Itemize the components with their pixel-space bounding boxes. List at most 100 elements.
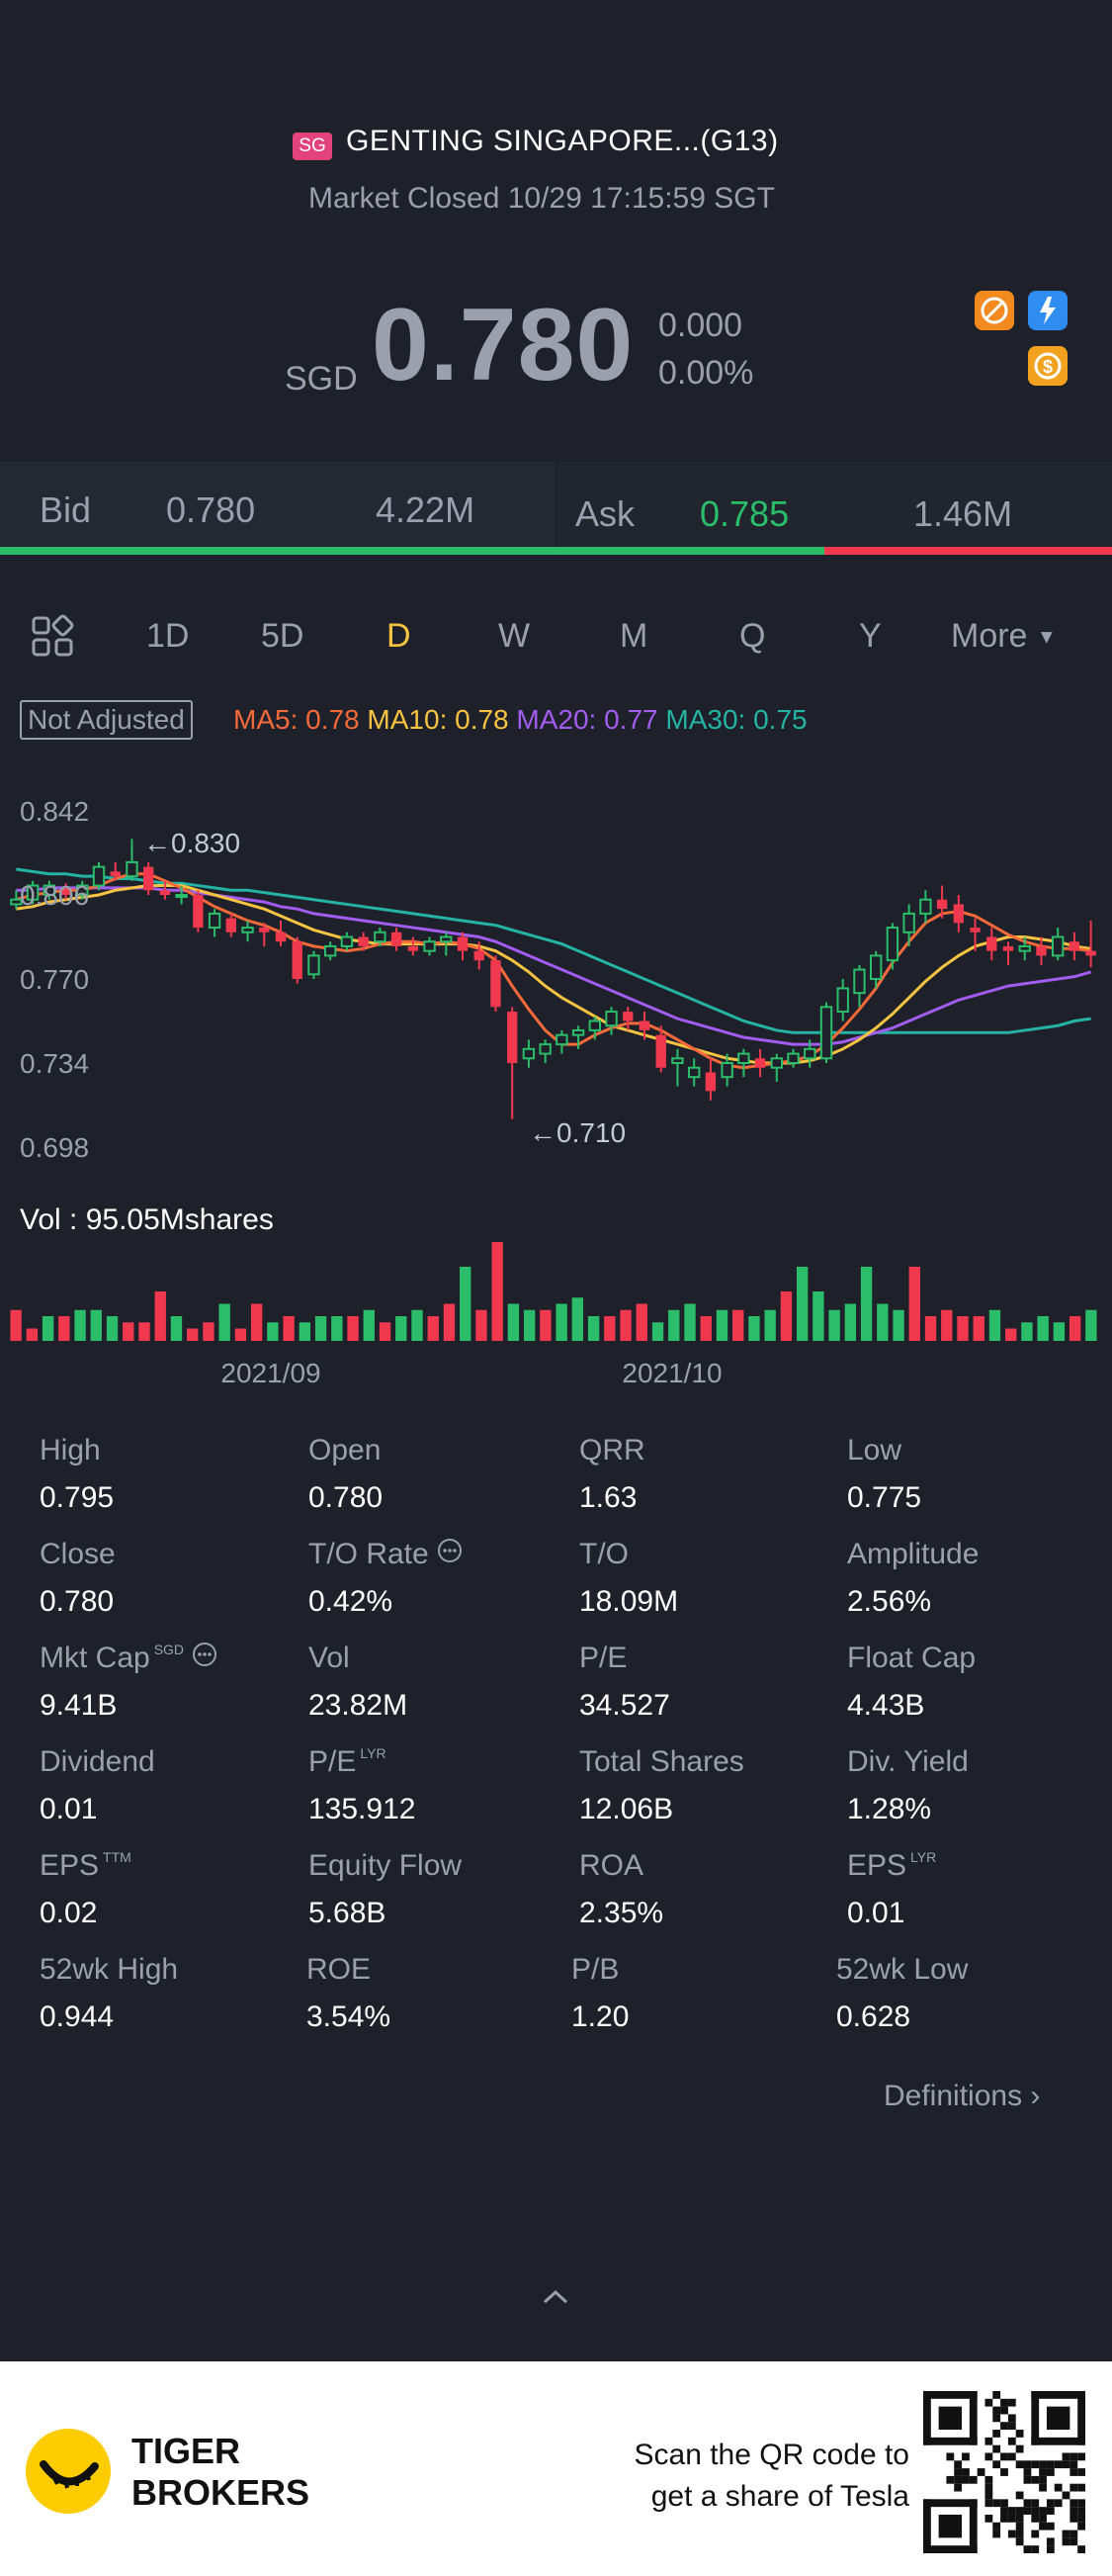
tab-5d[interactable]: 5D	[261, 617, 304, 655]
volume-bar	[700, 1316, 712, 1341]
stat-label: Total Shares	[579, 1745, 744, 1778]
volume-bar	[427, 1316, 439, 1341]
scan-line2: get a share of Tesla	[650, 2480, 909, 2513]
ma10-line	[16, 884, 1091, 1065]
volume-bar	[170, 1316, 183, 1341]
candle-body	[737, 1052, 750, 1064]
y-tick-label: 0.770	[20, 964, 89, 995]
stat-value: 0.01	[847, 1897, 905, 1929]
stat-value: 0.775	[847, 1481, 922, 1514]
candle-body	[490, 960, 501, 1008]
volume-bar	[828, 1309, 840, 1341]
tab-m[interactable]: M	[620, 617, 648, 655]
volume-bar	[267, 1322, 279, 1341]
stat-value: 1.20	[571, 2000, 630, 2033]
promo-banner[interactable]: TIGER BROKERS Scan the QR code to get a …	[0, 2361, 1112, 2576]
candle-body	[457, 936, 469, 951]
candle-body	[323, 944, 337, 957]
bid-size: 4.22M	[376, 489, 475, 530]
candle-body	[539, 1043, 552, 1055]
candle-body	[836, 987, 849, 1014]
candle-body	[275, 932, 287, 942]
volume-bar	[138, 1322, 150, 1341]
price-change-pct: 0.00%	[658, 354, 754, 392]
volume-bar	[941, 1309, 953, 1341]
ask-price: 0.785	[700, 493, 790, 534]
candle-body	[358, 936, 369, 946]
candle-body	[473, 950, 484, 961]
bid-ask-bar: Bid 0.780 4.22M Ask 0.785 1.46M	[0, 462, 1112, 551]
volume-bar	[571, 1297, 584, 1341]
candle-body	[175, 894, 188, 898]
volume-bar	[1085, 1309, 1097, 1341]
volume-bar	[764, 1309, 776, 1341]
volume-bar	[877, 1303, 889, 1341]
volume-bar	[540, 1309, 552, 1341]
layout-grid-icon[interactable]	[30, 613, 75, 664]
adjust-toggle[interactable]: Not Adjusted	[20, 700, 193, 740]
candle-body	[605, 1011, 618, 1027]
ma-legend: MA5: 0.78 MA10: 0.78 MA20: 0.77 MA30: 0.…	[233, 704, 808, 736]
tab-1d[interactable]: 1D	[146, 617, 190, 655]
volume-bar	[796, 1267, 809, 1341]
stat-label: 52wk High	[40, 1953, 179, 1986]
chevron-right-icon: ›	[1030, 2080, 1041, 2112]
volume-label: Vol : 95.05Mshares	[20, 1203, 274, 1236]
price-chart[interactable]: 0.842 0.806 0.770 0.734 0.698 2021/09 2021/10…	[0, 771, 1112, 1404]
qr-code-icon	[923, 2391, 1085, 2553]
candle-body	[340, 935, 354, 947]
stat-value: 0.944	[40, 2000, 115, 2033]
stock-title[interactable]: GENTING SINGAPORE...(G13)	[346, 125, 779, 157]
candle-body	[571, 1028, 585, 1036]
lightning-1-icon[interactable]	[1028, 291, 1068, 330]
definitions-label: Definitions	[884, 2080, 1023, 2112]
tab-q[interactable]: Q	[739, 617, 766, 655]
stats-grid: High 0.795 Open 0.780 QRR 1.63 Low 0.775 Close 0.…	[0, 1434, 1112, 2067]
candle-body	[853, 968, 866, 995]
candle-body	[374, 931, 386, 943]
stat-label: Low	[847, 1434, 902, 1466]
ma30-label: MA30: 0.75	[665, 704, 808, 735]
stat-value: 1.28%	[847, 1793, 932, 1825]
volume-bar	[203, 1322, 214, 1341]
stat-label: Amplitude	[847, 1538, 980, 1570]
volume-bar	[636, 1303, 647, 1341]
volume-bar	[668, 1309, 680, 1341]
ask-label: Ask	[575, 493, 636, 534]
volume-bar	[732, 1309, 744, 1341]
scan-line1: Scan the QR code to	[634, 2439, 910, 2471]
tab-y[interactable]: Y	[859, 617, 882, 655]
candle-body	[440, 935, 453, 943]
x-tick-label: 2021/09	[220, 1358, 320, 1388]
more-dropdown[interactable]: More ▼	[951, 617, 1057, 656]
definitions-link[interactable]: Definitions ›	[884, 2080, 1040, 2113]
svg-text:$: $	[1043, 357, 1053, 377]
stat-value: 0.42%	[308, 1585, 393, 1618]
stat-value: 4.43B	[847, 1689, 925, 1722]
volume-bar	[234, 1328, 247, 1341]
stat-value: 0.795	[40, 1481, 115, 1514]
volume-bar	[250, 1303, 263, 1341]
tab-w[interactable]: W	[498, 617, 531, 655]
dollar-icon[interactable]: $	[1028, 346, 1068, 386]
stat-label: Close	[40, 1538, 116, 1570]
candle-body	[390, 932, 402, 946]
stat-label: 52wk Low	[836, 1953, 969, 1986]
candle-body	[953, 904, 965, 924]
tab-d[interactable]: D	[386, 617, 411, 655]
stat-value: 18.09M	[579, 1585, 679, 1618]
candle-body	[1018, 944, 1031, 952]
price-change: 0.000	[658, 307, 743, 344]
market-status: Market Closed 10/29 17:15:59 SGT	[308, 182, 775, 215]
chevron-up-icon[interactable]	[541, 2286, 570, 2311]
candle-body	[1069, 941, 1080, 951]
candle-body	[43, 884, 56, 897]
candle-body	[208, 912, 221, 930]
info-icon[interactable]	[192, 1642, 217, 1674]
no-margin-icon[interactable]	[975, 291, 1014, 330]
info-icon[interactable]	[437, 1538, 463, 1570]
stat-label: High	[40, 1434, 101, 1466]
candle-body	[193, 895, 204, 929]
high-annotation: ←0.830	[143, 828, 240, 858]
volume-bar	[475, 1309, 487, 1341]
